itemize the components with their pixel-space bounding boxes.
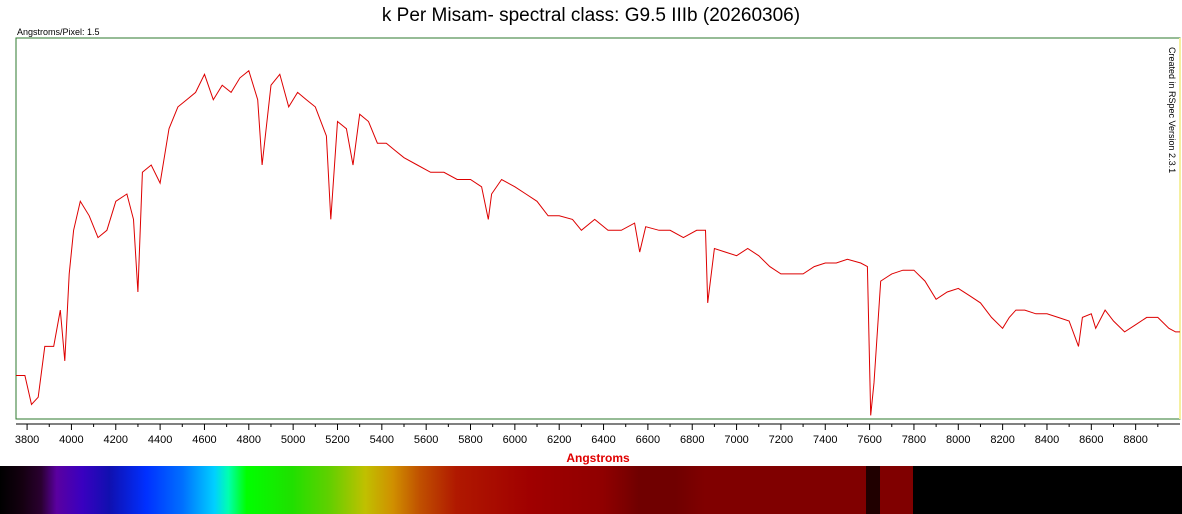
spectrum-color-strip: [0, 466, 1182, 514]
x-tick-label: 4200: [104, 434, 128, 446]
x-tick-label: 3800: [15, 434, 39, 446]
plot-frame: [15, 37, 1181, 420]
x-tick-label: 4800: [237, 434, 261, 446]
x-tick-label: 6000: [503, 434, 527, 446]
strip-absorption-band: [866, 466, 880, 514]
x-tick-label: 6800: [680, 434, 704, 446]
x-tick-label: 7600: [857, 434, 881, 446]
x-tick-label: 8200: [990, 434, 1014, 446]
x-tick-label: 7400: [813, 434, 837, 446]
x-tick-label: 5000: [281, 434, 305, 446]
x-tick-label: 8400: [1035, 434, 1059, 446]
x-tick-label: 4600: [192, 434, 216, 446]
x-ticks: 3800 4000 4200 4400 4600 4800 5000 5200 5400 5600…: [15, 424, 1159, 446]
x-tick-label: 4400: [148, 434, 172, 446]
x-tick-label: 7200: [769, 434, 793, 446]
x-tick-label: 6200: [547, 434, 571, 446]
x-axis-label: Angstroms: [566, 451, 630, 465]
x-tick-label: 5200: [325, 434, 349, 446]
x-tick-label: 6400: [591, 434, 615, 446]
x-tick-label: 6600: [636, 434, 660, 446]
scale-note: Angstroms/Pixel: 1.5: [17, 27, 100, 37]
x-tick-label: 5800: [458, 434, 482, 446]
x-tick-label: 8600: [1079, 434, 1103, 446]
x-tick-label: 4000: [59, 434, 83, 446]
chart-title: k Per Misam- spectral class: G9.5 IIIb (…: [381, 5, 801, 26]
x-tick-label: 5400: [370, 434, 394, 446]
x-tick-label: 8800: [1123, 434, 1147, 446]
x-tick-label: 8000: [946, 434, 970, 446]
x-tick-label: 7800: [902, 434, 926, 446]
strip-gradient: [0, 466, 913, 514]
credit-text: Created in RSpec Version 2.3.1: [1167, 47, 1177, 173]
spectrum-chart: 3800 4000 4200 4400 4600 4800 5000 5200 5400 5600…: [15, 37, 1181, 465]
x-tick-label: 5600: [414, 434, 438, 446]
x-tick-label: 7000: [724, 434, 748, 446]
spectrum-line: [16, 69, 1180, 416]
